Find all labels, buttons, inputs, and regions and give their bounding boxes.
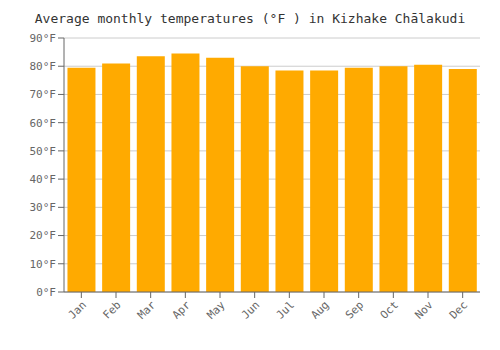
html-text:Average monthly temperatures (: Average monthly temperatures (°F ) in Ki…: [34, 11, 466, 26]
svg-text:60°F: 60°F: [30, 117, 57, 130]
svg-text:90°F: 90°F: [30, 32, 57, 45]
svg-text:80°F: 80°F: [30, 60, 57, 73]
svg-text:Feb: Feb: [100, 298, 123, 321]
svg-text:Jun: Jun: [239, 298, 262, 321]
svg-text:Apr: Apr: [170, 298, 194, 322]
svg-text:30°F: 30°F: [30, 201, 57, 214]
svg-text:70°F: 70°F: [30, 88, 57, 101]
svg-text:Aug: Aug: [308, 298, 331, 321]
svg-text:10°F: 10°F: [30, 258, 57, 271]
svg-text:Mar: Mar: [135, 298, 159, 322]
svg-text:Dec: Dec: [447, 298, 470, 321]
svg-text:40°F: 40°F: [30, 173, 57, 186]
svg-text:Oct: Oct: [378, 298, 401, 321]
svg-text:May: May: [204, 298, 228, 322]
svg-text:Nov: Nov: [412, 298, 436, 322]
svg-text:20°F: 20°F: [30, 229, 57, 242]
svg-text:0°F: 0°F: [36, 286, 56, 299]
svg-text:Jan: Jan: [66, 298, 89, 321]
svg-text:Sep: Sep: [343, 298, 366, 321]
svg-text:50°F: 50°F: [30, 145, 57, 158]
svg-text:Jul: Jul: [274, 298, 297, 321]
